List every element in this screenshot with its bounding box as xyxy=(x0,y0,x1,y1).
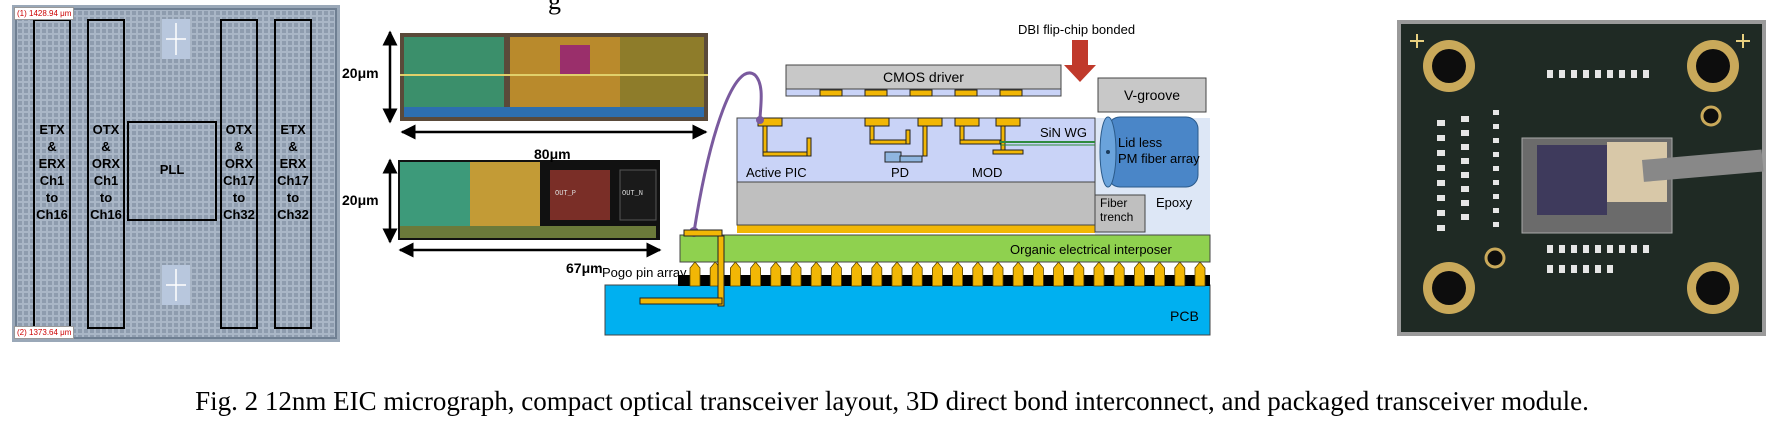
dbi-arrow xyxy=(1064,40,1096,82)
cmos-driver-block xyxy=(785,64,1062,90)
fiber-trench xyxy=(1094,194,1146,233)
pogo-pin xyxy=(851,261,862,287)
block-etx-2 xyxy=(274,19,312,329)
pogo-pin xyxy=(1073,261,1085,287)
pogo-pin xyxy=(810,261,822,287)
layout-out-n-label: OUT_N xyxy=(622,190,644,198)
dim-bottom-value: 1373.64 μm xyxy=(29,328,72,337)
pogo-pin xyxy=(1033,261,1044,287)
dim-tag-bottom: (2) 1373.64 μm xyxy=(14,326,75,339)
fiber-trench-label: Fiber trench xyxy=(1100,196,1134,224)
layout-bottom-width-label: 67μm xyxy=(566,260,603,276)
mod-label: MOD xyxy=(972,165,1003,180)
pogo-pin xyxy=(972,261,984,287)
pd-label: PD xyxy=(891,165,910,180)
pogo-pin xyxy=(1053,261,1064,287)
pogo-pin xyxy=(871,261,883,287)
pogo-label: Pogo pin array xyxy=(602,265,687,280)
pogo-pin-array xyxy=(678,275,1210,286)
pcb-layer xyxy=(604,284,1211,336)
pogo-pin xyxy=(992,261,1004,287)
pogo-pin xyxy=(1113,261,1125,287)
active-pic-layer xyxy=(736,117,1096,183)
block-label-etx-2: ETX & ERX Ch17 to Ch32 xyxy=(277,122,309,222)
pogo-pin xyxy=(911,261,923,287)
pogo-pin xyxy=(730,261,741,287)
pogo-pin xyxy=(1174,261,1186,287)
block-label-etx-1: ETX & ERX Ch1 to Ch16 xyxy=(36,122,68,222)
dbi-label: DBI flip-chip bonded xyxy=(1018,22,1136,37)
pogo-pin xyxy=(689,261,701,287)
pogo-pin xyxy=(1154,261,1165,287)
interposer-layer xyxy=(679,234,1211,263)
dim-top-value: 1428.94 μm xyxy=(29,9,72,18)
pogo-pin xyxy=(1093,261,1105,287)
top-partial-text: g xyxy=(548,0,561,15)
eic-micrograph-panel: (1) 1428.94 μm (2) 1373.64 μm ETX & ERX Ch1… xyxy=(12,5,340,342)
pogo-pin xyxy=(750,261,761,287)
pogo-pin xyxy=(770,261,782,287)
figure-caption: Fig. 2 12nm EIC micrograph, compact opti… xyxy=(195,386,1589,416)
layout-bottom-image xyxy=(398,160,660,240)
pogo-pin xyxy=(1134,261,1145,287)
interposer-label: Organic electrical interposer xyxy=(1010,242,1172,257)
dim-tag-top: (1) 1428.94 μm xyxy=(14,7,75,20)
block-label-pll: PLL xyxy=(159,162,185,177)
v-groove-block xyxy=(1097,77,1207,113)
pogo-pin xyxy=(1194,261,1206,287)
pcb-label: PCB xyxy=(1170,308,1199,324)
fiber-array-label: Lid less PM fiber array xyxy=(1118,135,1200,166)
sin-wg-label: SiN WG xyxy=(1040,125,1087,140)
active-pic-label: Active PIC xyxy=(746,165,807,180)
layout-bottom-height-label: 20μm xyxy=(342,192,379,208)
pogo-pin xyxy=(831,261,842,287)
cmos-driver-label: CMOS driver xyxy=(883,69,964,85)
module-photo xyxy=(1397,20,1766,336)
pogo-pin xyxy=(790,261,802,287)
block-label-otx-2: OTX & ORX Ch17 to Ch32 xyxy=(223,122,255,222)
pogo-pin xyxy=(891,261,903,287)
layout-top-image xyxy=(400,33,708,121)
pogo-pin xyxy=(952,261,963,287)
module-photo-panel xyxy=(1397,20,1766,336)
block-otx-2 xyxy=(220,19,258,329)
layout-panel: 20μm 80μm 20μm 67μm OUT_P OUT_N xyxy=(342,20,720,320)
wire-bond xyxy=(692,71,763,233)
layout-diagram xyxy=(382,30,708,258)
layout-top-height-label: 20μm xyxy=(342,65,379,81)
bond-strip xyxy=(737,225,1095,233)
layout-out-p-label: OUT_P xyxy=(555,190,577,198)
epoxy-label: Epoxy xyxy=(1156,195,1193,210)
block-otx-1 xyxy=(87,19,125,329)
block-label-otx-1: OTX & ORX Ch1 to Ch16 xyxy=(90,122,122,222)
cross-section-diagram xyxy=(604,40,1211,336)
cross-section-panel: DBI flip-chip bonded CMOS driver V-groov… xyxy=(600,10,1215,340)
substrate-layer xyxy=(736,181,1096,226)
block-pll xyxy=(127,121,217,221)
marker-top: (1) xyxy=(17,9,27,18)
v-groove-label: V-groove xyxy=(1123,87,1181,103)
eic-micrograph-image xyxy=(12,5,340,342)
marker-bottom: (2) xyxy=(17,328,27,337)
pogo-pin xyxy=(932,261,943,287)
pogo-pin xyxy=(1012,261,1024,287)
layout-top-width-label: 80μm xyxy=(534,146,571,162)
